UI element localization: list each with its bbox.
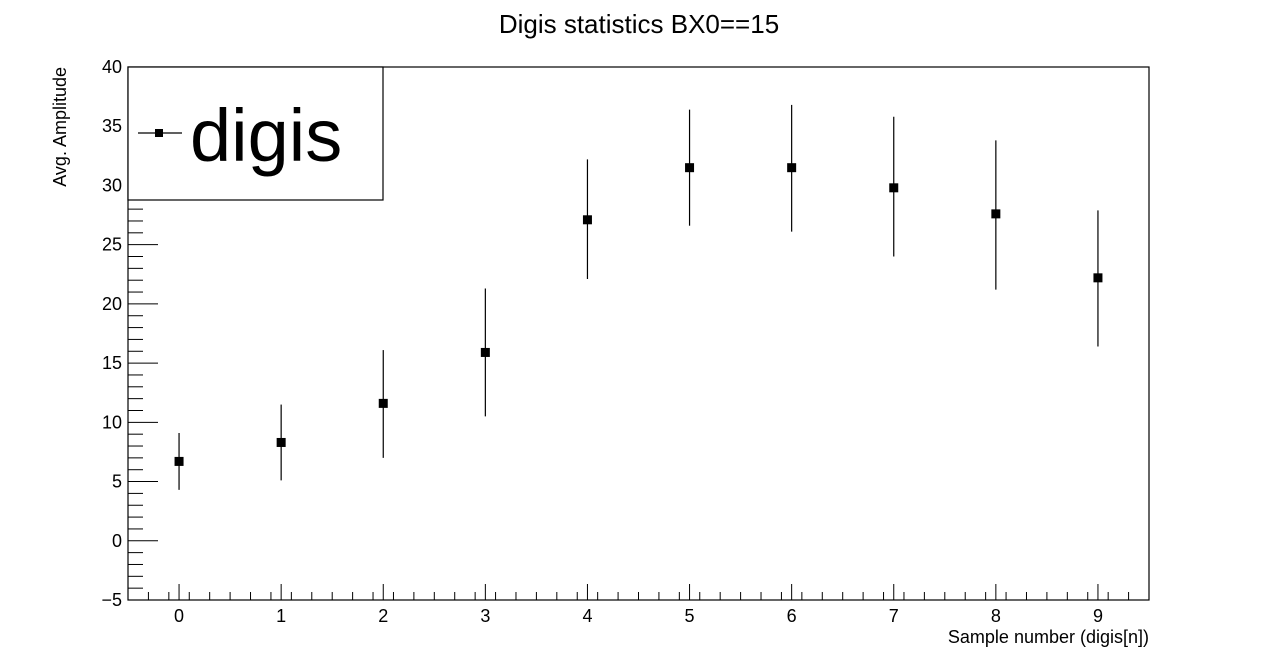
x-tick-label: 8 (991, 606, 1001, 626)
data-point (1093, 210, 1103, 347)
y-tick-label: 5 (112, 472, 122, 492)
x-tick-label: 0 (174, 606, 184, 626)
y-tick-label: 25 (102, 235, 122, 255)
data-point (787, 104, 797, 232)
data-marker (685, 163, 695, 173)
y-tick-label: 35 (102, 116, 122, 136)
data-marker (174, 456, 184, 466)
data-point (378, 350, 388, 458)
data-point (991, 140, 1001, 290)
legend-label: digis (190, 94, 342, 177)
data-marker (787, 163, 797, 173)
data-marker (276, 437, 286, 447)
data-points (174, 104, 1103, 490)
x-tick-label: 3 (480, 606, 490, 626)
y-tick-label: 15 (102, 353, 122, 373)
data-marker (889, 183, 899, 193)
data-marker (1093, 273, 1103, 283)
y-tick-label: 0 (112, 531, 122, 551)
x-axis-label: Sample number (digis[n]) (948, 627, 1149, 647)
x-tick-label: 7 (889, 606, 899, 626)
data-marker (991, 209, 1001, 219)
y-tick-labels: −5 0 5 10 15 20 25 30 35 40 (101, 57, 122, 610)
y-tick-label: 20 (102, 294, 122, 314)
plot-frame (127, 66, 1150, 601)
data-marker (582, 215, 592, 225)
data-point (480, 288, 490, 417)
data-point (582, 159, 592, 280)
data-marker (480, 347, 490, 357)
x-tick-label: 6 (787, 606, 797, 626)
y-tick-label: 40 (102, 57, 122, 77)
x-tick-label: 1 (276, 606, 286, 626)
legend: digis (127, 66, 384, 201)
x-tick-label: 9 (1093, 606, 1103, 626)
legend-marker (155, 129, 163, 137)
data-point (889, 116, 899, 257)
chart-title: Digis statistics BX0==15 (499, 9, 779, 39)
y-tick-label: 30 (102, 175, 122, 195)
x-tick-label: 4 (582, 606, 592, 626)
x-tick-label: 2 (378, 606, 388, 626)
x-tick-label: 5 (685, 606, 695, 626)
y-tick-label: 10 (102, 412, 122, 432)
data-marker (378, 398, 388, 408)
y-axis-label: Avg. Amplitude (50, 67, 70, 187)
y-tick-label: −5 (101, 590, 122, 610)
data-point (276, 404, 286, 481)
data-point (174, 432, 184, 490)
x-tick-labels: 0 1 2 3 4 5 6 7 8 9 (174, 606, 1103, 626)
data-point (685, 109, 695, 226)
